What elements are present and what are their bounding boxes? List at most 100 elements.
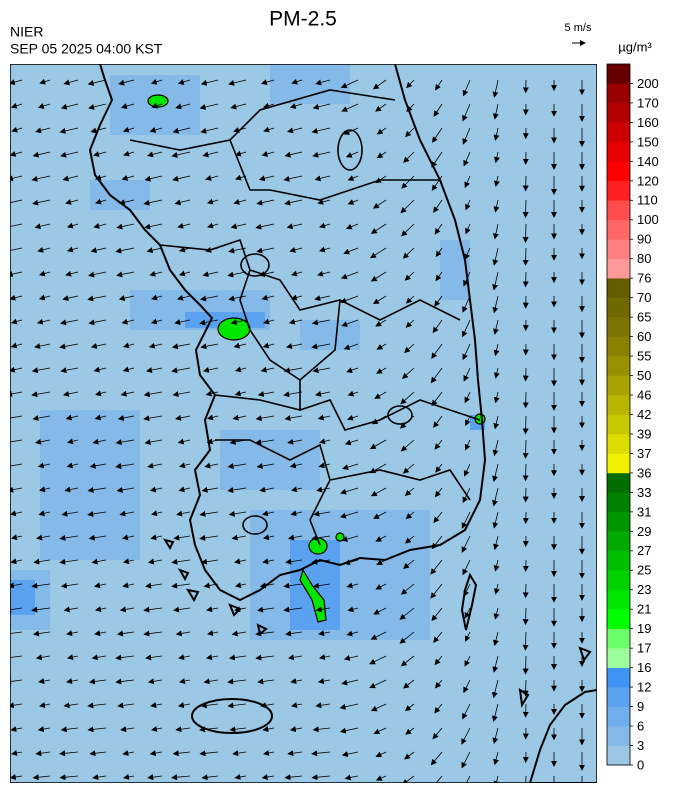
colorbar-segment <box>607 395 630 415</box>
wind-arrow <box>262 342 275 349</box>
wind-arrow <box>522 199 529 219</box>
wind-arrow <box>119 510 135 517</box>
wind-arrow <box>34 223 51 230</box>
wind-arrow <box>39 702 51 708</box>
wind-arrow <box>522 415 529 435</box>
wind-arrow <box>146 367 163 373</box>
wind-arrow <box>261 294 275 301</box>
wind-arrow <box>230 103 247 110</box>
colorbar-label: 31 <box>637 504 651 519</box>
wind-arrow <box>464 247 471 261</box>
wind-arrow <box>200 79 219 86</box>
wind-arrow <box>11 126 23 133</box>
wind-arrow <box>200 343 219 350</box>
wind-arrow <box>402 463 415 474</box>
wind-arrow <box>31 606 51 613</box>
wind-arrow <box>35 127 51 134</box>
wind-arrow <box>289 462 303 469</box>
wind-arrow <box>206 606 219 613</box>
wind-arrow <box>63 702 79 709</box>
wind-arrow <box>149 127 163 133</box>
wind-arrow <box>207 222 219 229</box>
wind-arrow <box>148 342 163 349</box>
wind-arrow <box>492 463 499 483</box>
wind-arrow <box>36 534 51 541</box>
wind-arrow <box>257 391 275 397</box>
wind-arrow <box>461 511 471 529</box>
wind-arrow <box>313 582 331 589</box>
wind-arrow <box>492 487 499 507</box>
wind-arrow <box>340 487 359 495</box>
wind-arrow <box>10 151 23 157</box>
colorbar-segment <box>607 609 630 629</box>
wind-arrow <box>433 103 443 117</box>
colorbar-label: 120 <box>637 173 659 188</box>
wind-arrow <box>340 295 359 304</box>
wind-arrow <box>343 247 359 255</box>
wind-arrow <box>10 79 23 86</box>
wind-arrow <box>10 510 23 517</box>
wind-arrow <box>232 414 247 421</box>
wind-arrow <box>286 223 303 230</box>
wind-arrow <box>462 703 471 720</box>
wind-arrow <box>376 343 387 350</box>
wind-arrow <box>10 294 23 301</box>
wind-arrow <box>205 246 219 253</box>
wind-arrow <box>373 511 387 519</box>
wind-arrow <box>150 702 163 709</box>
wind-arrow <box>319 222 331 229</box>
wind-arrow <box>65 199 79 205</box>
wind-arrow <box>173 534 191 541</box>
wind-arrow <box>144 223 163 230</box>
wind-arrow <box>36 318 51 325</box>
colorbar-label: 37 <box>637 446 651 461</box>
wind-arrow <box>200 127 219 134</box>
wind-arrow <box>432 319 443 334</box>
colorbar-label: 160 <box>637 115 659 130</box>
wind-arrow <box>117 630 135 637</box>
wind-arrow <box>90 343 107 349</box>
wind-arrow <box>314 175 331 182</box>
wind-arrow <box>207 414 219 421</box>
wind-arrow <box>283 606 303 613</box>
colorbar-label: 80 <box>637 251 651 266</box>
wind-arrow <box>32 415 51 421</box>
wind-arrow <box>399 631 415 644</box>
wind-arrow <box>493 415 500 430</box>
wind-arrow <box>340 79 359 89</box>
wind-arrow <box>435 271 443 282</box>
wind-arrow <box>37 246 51 253</box>
wind-arrow <box>369 655 387 665</box>
wind-arrow <box>431 535 443 550</box>
wind-arrow <box>311 774 331 781</box>
wind-arrow <box>288 318 303 325</box>
wind-arrow <box>430 367 443 384</box>
wind-arrow <box>433 631 443 643</box>
wind-arrow <box>339 511 359 519</box>
wind-arrow <box>10 366 23 373</box>
wind-arrow <box>95 198 107 205</box>
colorbar-segment <box>607 297 630 318</box>
wind-arrow <box>60 582 79 589</box>
wind-arrow <box>66 678 79 685</box>
wind-arrow <box>231 630 247 637</box>
wind-arrow <box>400 655 415 667</box>
wind-arrow <box>66 462 79 469</box>
wind-arrow <box>401 367 415 379</box>
colorbar-label: 76 <box>637 271 651 286</box>
colorbar-segment <box>607 433 630 454</box>
wind-arrow <box>231 534 247 541</box>
colorbar-label: 140 <box>637 154 659 169</box>
wind-arrow <box>375 319 387 327</box>
wind-arrow <box>11 750 23 756</box>
wind-arrow <box>263 534 275 541</box>
wind-arrow <box>464 439 471 451</box>
wind-arrow <box>311 319 331 326</box>
wind-arrow <box>235 582 247 589</box>
wind-arrow <box>431 175 443 191</box>
wind-arrow <box>206 654 219 661</box>
wind-arrow <box>400 583 415 595</box>
wind-arrow <box>34 343 51 350</box>
wind-arrow <box>10 223 23 227</box>
wind-arrow <box>227 702 247 709</box>
